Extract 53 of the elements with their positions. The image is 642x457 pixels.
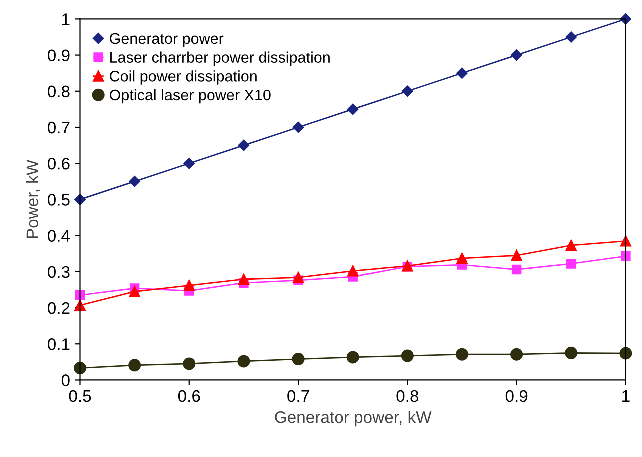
point [511,250,522,262]
point [566,32,577,43]
point [238,274,250,286]
point [347,104,359,116]
point [456,68,468,79]
y-tick-label: 0.6 [48,158,70,170]
x-tick-label: 0.7 [288,390,310,402]
point [129,176,140,188]
point [456,253,468,264]
y-tick-label: 0 [62,374,70,386]
legend-label: Coil power dissipation [110,70,257,85]
point [401,350,414,362]
y-tick-label: 0.4 [48,230,70,242]
point [238,355,250,368]
point [292,353,305,366]
legend-label: Laser charrber power dissipation [110,52,330,66]
legend-label: Optical laser power X10 [110,89,271,104]
point [184,158,195,170]
point [565,346,578,360]
point [129,286,140,298]
y-tick-label: 0.8 [48,86,70,98]
point [402,86,414,98]
y-tick-label: 0.2 [48,302,70,314]
point [620,236,632,247]
point [511,50,522,61]
point [510,348,524,361]
point [456,348,468,361]
point [348,266,359,277]
point [184,280,195,292]
x-axis-title: Generator power, kW [275,411,432,427]
y-tick-label: 0.9 [48,50,70,62]
x-tick-label: 0.8 [396,390,419,402]
point [566,259,576,269]
point [128,359,142,372]
point [292,122,304,134]
legend-label: Generator power [110,33,224,48]
point [238,140,250,152]
point [566,240,577,252]
point [621,252,631,262]
y-tick-label: 0.5 [48,194,70,206]
point [620,347,632,360]
x-tick-label: 0.6 [178,390,200,402]
y-axis-title: Power, kW [26,160,40,238]
point [512,264,522,275]
point [183,358,196,370]
x-tick-label: 0.9 [506,390,528,402]
y-tick-label: 0.1 [48,338,70,350]
y-tick-label: 0.7 [48,122,70,134]
y-tick-label: 1 [62,14,70,26]
x-tick-label: 1 [622,390,630,402]
point [292,272,304,284]
point [346,351,360,364]
y-tick-label: 0.3 [48,266,70,278]
